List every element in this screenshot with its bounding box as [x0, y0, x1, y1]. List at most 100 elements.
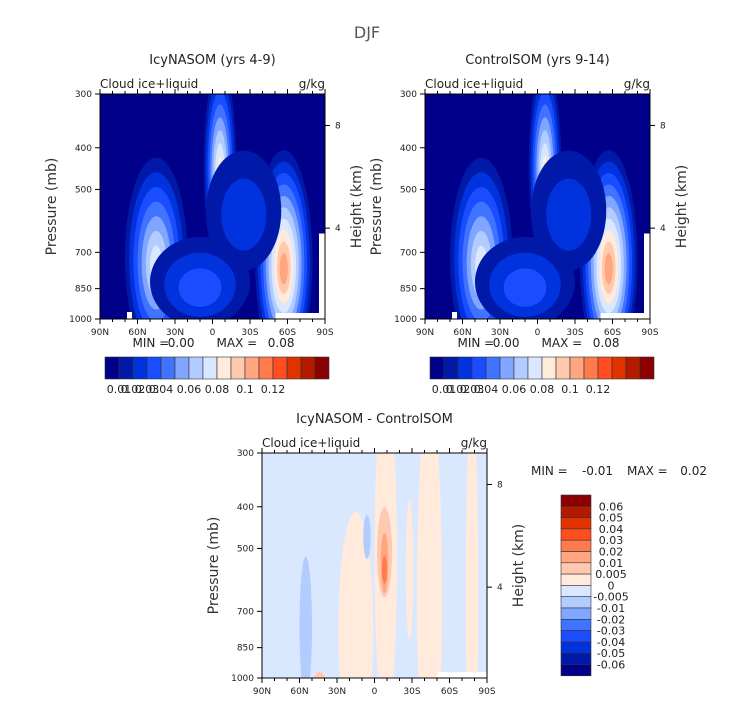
colorbar-swatch	[560, 585, 592, 598]
colorbar-label: 0.1	[236, 383, 254, 396]
x-tick-label: 0	[210, 328, 216, 338]
contour-level	[221, 178, 267, 251]
contour-level	[604, 253, 613, 285]
colorbar-swatch	[569, 356, 585, 380]
x-tick-label: 30N	[328, 687, 346, 697]
colorbar-label: 0.04	[149, 383, 174, 396]
y-tick-label: 700	[237, 607, 254, 617]
y-tick-label: 1000	[69, 315, 92, 325]
max-value: 0.08	[593, 336, 620, 350]
max-value: 0.02	[680, 464, 707, 478]
colorbar-swatch	[272, 356, 288, 380]
y2-tick-label: 8	[660, 121, 666, 131]
y-tick-label: 1000	[394, 315, 417, 325]
contour-level	[299, 556, 312, 678]
colorbar-swatch	[625, 356, 641, 380]
y2-axis-label: Height (km)	[674, 165, 690, 248]
x-tick-label: 90N	[91, 328, 109, 338]
contour-field	[262, 453, 487, 678]
colorbar-label: 0.02	[121, 383, 146, 396]
y-axis-label: Pressure (mb)	[206, 517, 222, 615]
colorbar-swatch	[560, 551, 592, 564]
panel-title: IcyNASOM (yrs 4-9)	[149, 53, 275, 68]
units-label: g/kg	[299, 77, 325, 91]
contour-field	[425, 94, 650, 319]
colorbar-swatch	[146, 356, 162, 380]
colorbar-swatch	[160, 356, 176, 380]
x-tick-label: 30N	[166, 328, 184, 338]
colorbar-swatch	[583, 356, 599, 380]
y-tick-label: 400	[75, 144, 92, 154]
x-tick-label: 0	[535, 328, 541, 338]
contour-level	[314, 672, 325, 678]
colorbar-label: 0	[608, 579, 615, 592]
x-tick-label: 30S	[566, 328, 583, 338]
colorbar-label: 0.1	[561, 383, 579, 396]
colorbar-swatch	[202, 356, 218, 380]
min-value: 0.00	[168, 336, 195, 350]
colorbar-swatch	[611, 356, 627, 380]
x-tick-label: 90N	[253, 687, 271, 697]
colorbar-swatch	[639, 356, 655, 380]
y2-tick-label: 8	[335, 121, 341, 131]
colorbar-swatch	[471, 356, 487, 380]
x-tick-label: 90S	[316, 328, 333, 338]
colorbar-swatch	[555, 356, 571, 380]
colorbar-label: 0.04	[599, 523, 624, 536]
colorbar-label: 0.12	[261, 383, 286, 396]
colorbar-label: -0.03	[597, 625, 625, 638]
colorbar-label: 0.03	[135, 383, 160, 396]
missing-data	[319, 233, 325, 319]
y-tick-label: 300	[400, 90, 417, 100]
missing-data	[275, 313, 325, 319]
x-tick-label: 60N	[290, 687, 308, 697]
colorbar-label: 0.05	[599, 512, 624, 525]
colorbar-swatch	[560, 607, 592, 620]
x-tick-label: 0	[372, 687, 378, 697]
x-tick-label: 30S	[403, 687, 420, 697]
colorbar-swatch	[560, 562, 592, 575]
panel-title: ControlSOM (yrs 9-14)	[465, 53, 609, 68]
y-tick-label: 500	[400, 185, 417, 195]
max-label: MAX =	[627, 464, 668, 478]
y2-tick-label: 8	[497, 480, 503, 490]
y2-tick-label: 4	[660, 224, 666, 234]
colorbar-swatch	[258, 356, 274, 380]
missing-data	[644, 233, 650, 319]
y-tick-label: 300	[75, 90, 92, 100]
colorbar-label: 0.06	[502, 383, 527, 396]
y-tick-label: 850	[400, 285, 417, 295]
missing-data	[437, 672, 487, 678]
colorbar-swatch	[560, 630, 592, 643]
colorbar-label: 0.01	[107, 383, 132, 396]
missing-data	[452, 312, 457, 319]
colorbar-swatch	[314, 356, 330, 380]
panel-diff: IcyNASOM - ControlSOM Cloud ice+liquid g/k…	[206, 412, 707, 697]
contour-level	[178, 268, 222, 307]
colorbar-swatch	[560, 618, 592, 631]
y2-tick-label: 4	[497, 583, 503, 593]
y-axis-label: Pressure (mb)	[369, 158, 385, 256]
colorbar-label: 0.08	[205, 383, 230, 396]
colorbar-swatch	[560, 652, 592, 665]
x-tick-label: 60N	[453, 328, 471, 338]
colorbar-swatch	[560, 664, 592, 677]
x-tick-label: 30S	[241, 328, 258, 338]
background-level	[262, 453, 487, 678]
contour-level	[465, 453, 479, 678]
colorbar-swatch	[485, 356, 501, 380]
colorbar-label: 0.03	[460, 383, 485, 396]
contour-level	[546, 178, 592, 251]
y-tick-label: 850	[237, 644, 254, 654]
x-tick-label: 60S	[279, 328, 296, 338]
missing-data	[127, 312, 132, 319]
colorbar-swatch	[560, 528, 592, 541]
colorbar-label: 0.06	[599, 500, 624, 513]
panel-title: IcyNASOM - ControlSOM	[296, 412, 453, 427]
contour-field	[100, 94, 325, 319]
colorbar-label: 0.02	[446, 383, 471, 396]
y-tick-label: 400	[237, 503, 254, 513]
x-tick-label: 60N	[128, 328, 146, 338]
max-label: MAX =	[217, 336, 258, 350]
